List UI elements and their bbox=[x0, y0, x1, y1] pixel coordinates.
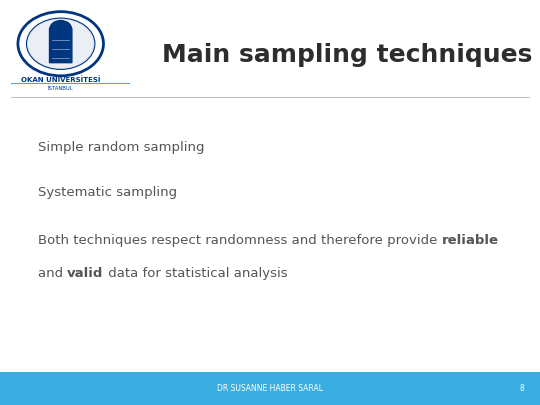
Text: reliable: reliable bbox=[441, 234, 498, 247]
Circle shape bbox=[28, 19, 94, 69]
Text: OKAN ÜNİVERSİTESİ: OKAN ÜNİVERSİTESİ bbox=[21, 76, 100, 83]
Text: İSTANBUL: İSTANBUL bbox=[48, 86, 73, 91]
Circle shape bbox=[50, 21, 71, 36]
Text: Systematic sampling: Systematic sampling bbox=[38, 186, 177, 199]
FancyBboxPatch shape bbox=[49, 28, 72, 63]
Text: and: and bbox=[38, 267, 67, 280]
Text: 8: 8 bbox=[519, 384, 524, 393]
Text: Both techniques respect randomness and therefore provide: Both techniques respect randomness and t… bbox=[38, 234, 441, 247]
Text: DR SUSANNE HABER SARAL: DR SUSANNE HABER SARAL bbox=[217, 384, 323, 393]
Text: Main sampling techniques: Main sampling techniques bbox=[162, 43, 532, 67]
Bar bbox=[0, 372, 540, 405]
Text: Simple random sampling: Simple random sampling bbox=[38, 141, 204, 154]
Text: data for statistical analysis: data for statistical analysis bbox=[104, 267, 287, 280]
Text: valid: valid bbox=[67, 267, 104, 280]
